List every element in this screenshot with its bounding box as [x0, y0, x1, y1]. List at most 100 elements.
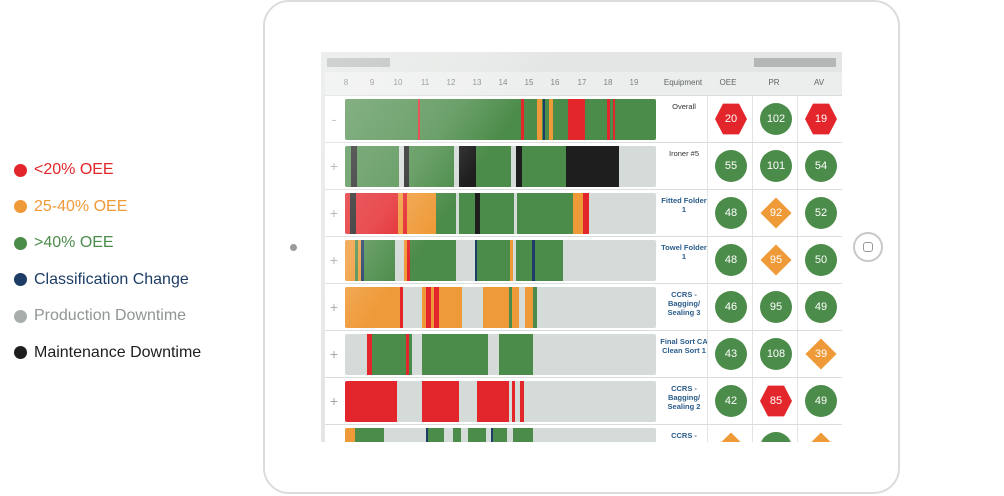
av-column-header[interactable]: AV [813, 78, 825, 87]
timeline-segment-orange[interactable] [511, 287, 519, 328]
timeline-segment-green[interactable] [493, 428, 508, 442]
equipment-name[interactable]: Fitted Folder 1 [661, 196, 707, 214]
timeline-segment-green[interactable] [372, 334, 406, 375]
timeline-segment-red[interactable] [519, 381, 524, 422]
timeline-segment-green[interactable] [452, 428, 462, 442]
timeline-segment-black[interactable] [474, 193, 480, 234]
timeline-segment-green[interactable] [435, 193, 457, 234]
timeline-segment-green[interactable] [354, 240, 359, 281]
timeline-segment-green[interactable] [512, 428, 534, 442]
timeline-segment-black[interactable] [351, 146, 358, 187]
oee-circle-badge[interactable]: 43 [715, 338, 747, 370]
pr-column-header[interactable]: PR [768, 78, 780, 87]
top-bar-right-control[interactable] [754, 58, 836, 67]
pr-circle-badge[interactable]: 102 [760, 103, 792, 135]
av-circle-badge[interactable]: 54 [805, 150, 837, 182]
expand-toggle[interactable]: + [329, 299, 339, 315]
oee-hex-badge[interactable]: 20 [715, 103, 747, 135]
timeline-segment-orange[interactable] [421, 287, 426, 328]
oee-circle-badge[interactable]: 55 [715, 150, 747, 182]
equipment-column-header[interactable]: Equipment [663, 78, 703, 87]
oee-diamond-badge[interactable] [715, 432, 747, 442]
pr-hex-badge[interactable]: 85 [760, 385, 792, 417]
timeline-segment-orange[interactable] [404, 240, 408, 281]
timeline-segment-orange[interactable] [549, 99, 553, 140]
timeline-segment-black[interactable] [404, 146, 409, 187]
timeline-segment-red[interactable] [425, 287, 432, 328]
timeline-segment-red[interactable] [607, 99, 610, 140]
timeline-segment-red[interactable] [583, 193, 589, 234]
pr-circle-badge[interactable] [760, 432, 792, 442]
timeline-segment-red[interactable] [613, 99, 615, 140]
timeline-segment-red[interactable] [477, 381, 509, 422]
timeline-segment-orange[interactable] [431, 287, 434, 328]
timeline-segment-green[interactable] [428, 428, 444, 442]
timeline-segment-red[interactable] [567, 99, 586, 140]
timeline-segment-green[interactable] [409, 334, 413, 375]
timeline-segment-green[interactable] [345, 99, 656, 140]
timeline-segment-orange[interactable] [509, 240, 513, 281]
timeline-segment-green[interactable] [476, 240, 510, 281]
oee-circle-badge[interactable]: 42 [715, 385, 747, 417]
oee-circle-badge[interactable]: 46 [715, 291, 747, 323]
timeline-segment-black[interactable] [516, 146, 523, 187]
timeline-segment-green[interactable] [408, 146, 454, 187]
equipment-name[interactable]: CCRS - [671, 431, 697, 440]
timeline-segment-blue[interactable] [474, 240, 477, 281]
timeline-segment-red[interactable] [407, 240, 410, 281]
equipment-name[interactable]: Final Sort CA Clean Sort 1 [660, 337, 708, 355]
timeline-segment-blue[interactable] [532, 240, 535, 281]
oee-column-header[interactable]: OEE [719, 78, 737, 87]
timeline-segment-orange[interactable] [397, 193, 404, 234]
equipment-row[interactable]: + CCRS - Bagging/ Sealing 3 46 95 49 [325, 284, 842, 330]
timeline-segment-green[interactable] [509, 287, 513, 328]
timeline-segment-green[interactable] [522, 146, 566, 187]
timeline-segment-black[interactable] [565, 146, 619, 187]
timeline-segment-orange[interactable] [345, 428, 355, 442]
timeline-segment-black[interactable] [459, 146, 476, 187]
timeline-segment-orange[interactable] [525, 287, 533, 328]
equipment-row[interactable]: - Overall 20 102 19 [325, 96, 842, 142]
av-hex-badge[interactable]: 19 [805, 103, 837, 135]
equipment-name[interactable]: Towel Folder 1 [661, 243, 707, 261]
av-circle-badge[interactable]: 50 [805, 244, 837, 276]
timeline-segment-green[interactable] [479, 193, 514, 234]
expand-toggle[interactable]: + [329, 205, 339, 221]
equipment-row[interactable]: + Fitted Folder 1 48 92 52 [325, 190, 842, 236]
collapse-toggle[interactable]: - [331, 111, 337, 127]
top-bar-left-control[interactable] [327, 58, 390, 67]
av-circle-badge[interactable]: 49 [805, 291, 837, 323]
timeline-segment-black[interactable] [349, 193, 357, 234]
equipment-name[interactable]: CCRS - Bagging/ Sealing 3 [667, 290, 701, 317]
timeline-segment-orange[interactable] [345, 287, 400, 328]
timeline-segment-green[interactable] [345, 146, 352, 187]
timeline-segment-blue[interactable] [490, 428, 494, 442]
expand-toggle[interactable]: + [329, 393, 339, 409]
expand-toggle[interactable]: + [329, 346, 339, 362]
pr-diamond-badge[interactable]: 95 [760, 244, 792, 276]
timeline-segment-orange[interactable] [438, 287, 462, 328]
timeline-segment-blue[interactable] [425, 428, 429, 442]
av-circle-badge[interactable]: 52 [805, 197, 837, 229]
timeline-segment-red[interactable] [421, 381, 459, 422]
equipment-row[interactable]: + Ironer #5 55 101 54 [325, 143, 842, 189]
timeline-segment-green[interactable] [421, 334, 489, 375]
av-circle-badge[interactable]: 49 [805, 385, 837, 417]
timeline-segment-orange[interactable] [358, 240, 362, 281]
timeline-segment-red[interactable] [511, 381, 516, 422]
equipment-row[interactable]: CCRS - [325, 425, 842, 442]
timeline-segment-blue[interactable] [361, 240, 365, 281]
pr-circle-badge[interactable]: 101 [760, 150, 792, 182]
timeline-segment-orange[interactable] [536, 99, 542, 140]
pr-diamond-badge[interactable]: 92 [760, 197, 792, 229]
equipment-row[interactable]: + Final Sort CA Clean Sort 1 43 108 39 [325, 331, 842, 377]
timeline-segment-orange[interactable] [345, 240, 355, 281]
equipment-row[interactable]: + Towel Folder 1 48 95 50 [325, 237, 842, 283]
timeline-segment-red[interactable] [405, 334, 410, 375]
equipment-name[interactable]: CCRS - Bagging/ Sealing 2 [667, 384, 701, 411]
timeline-segment-green[interactable] [364, 240, 395, 281]
timeline-segment-red[interactable] [403, 193, 408, 234]
timeline-segment-red[interactable] [345, 193, 350, 234]
timeline-segment-red[interactable] [366, 334, 373, 375]
oee-circle-badge[interactable]: 48 [715, 197, 747, 229]
